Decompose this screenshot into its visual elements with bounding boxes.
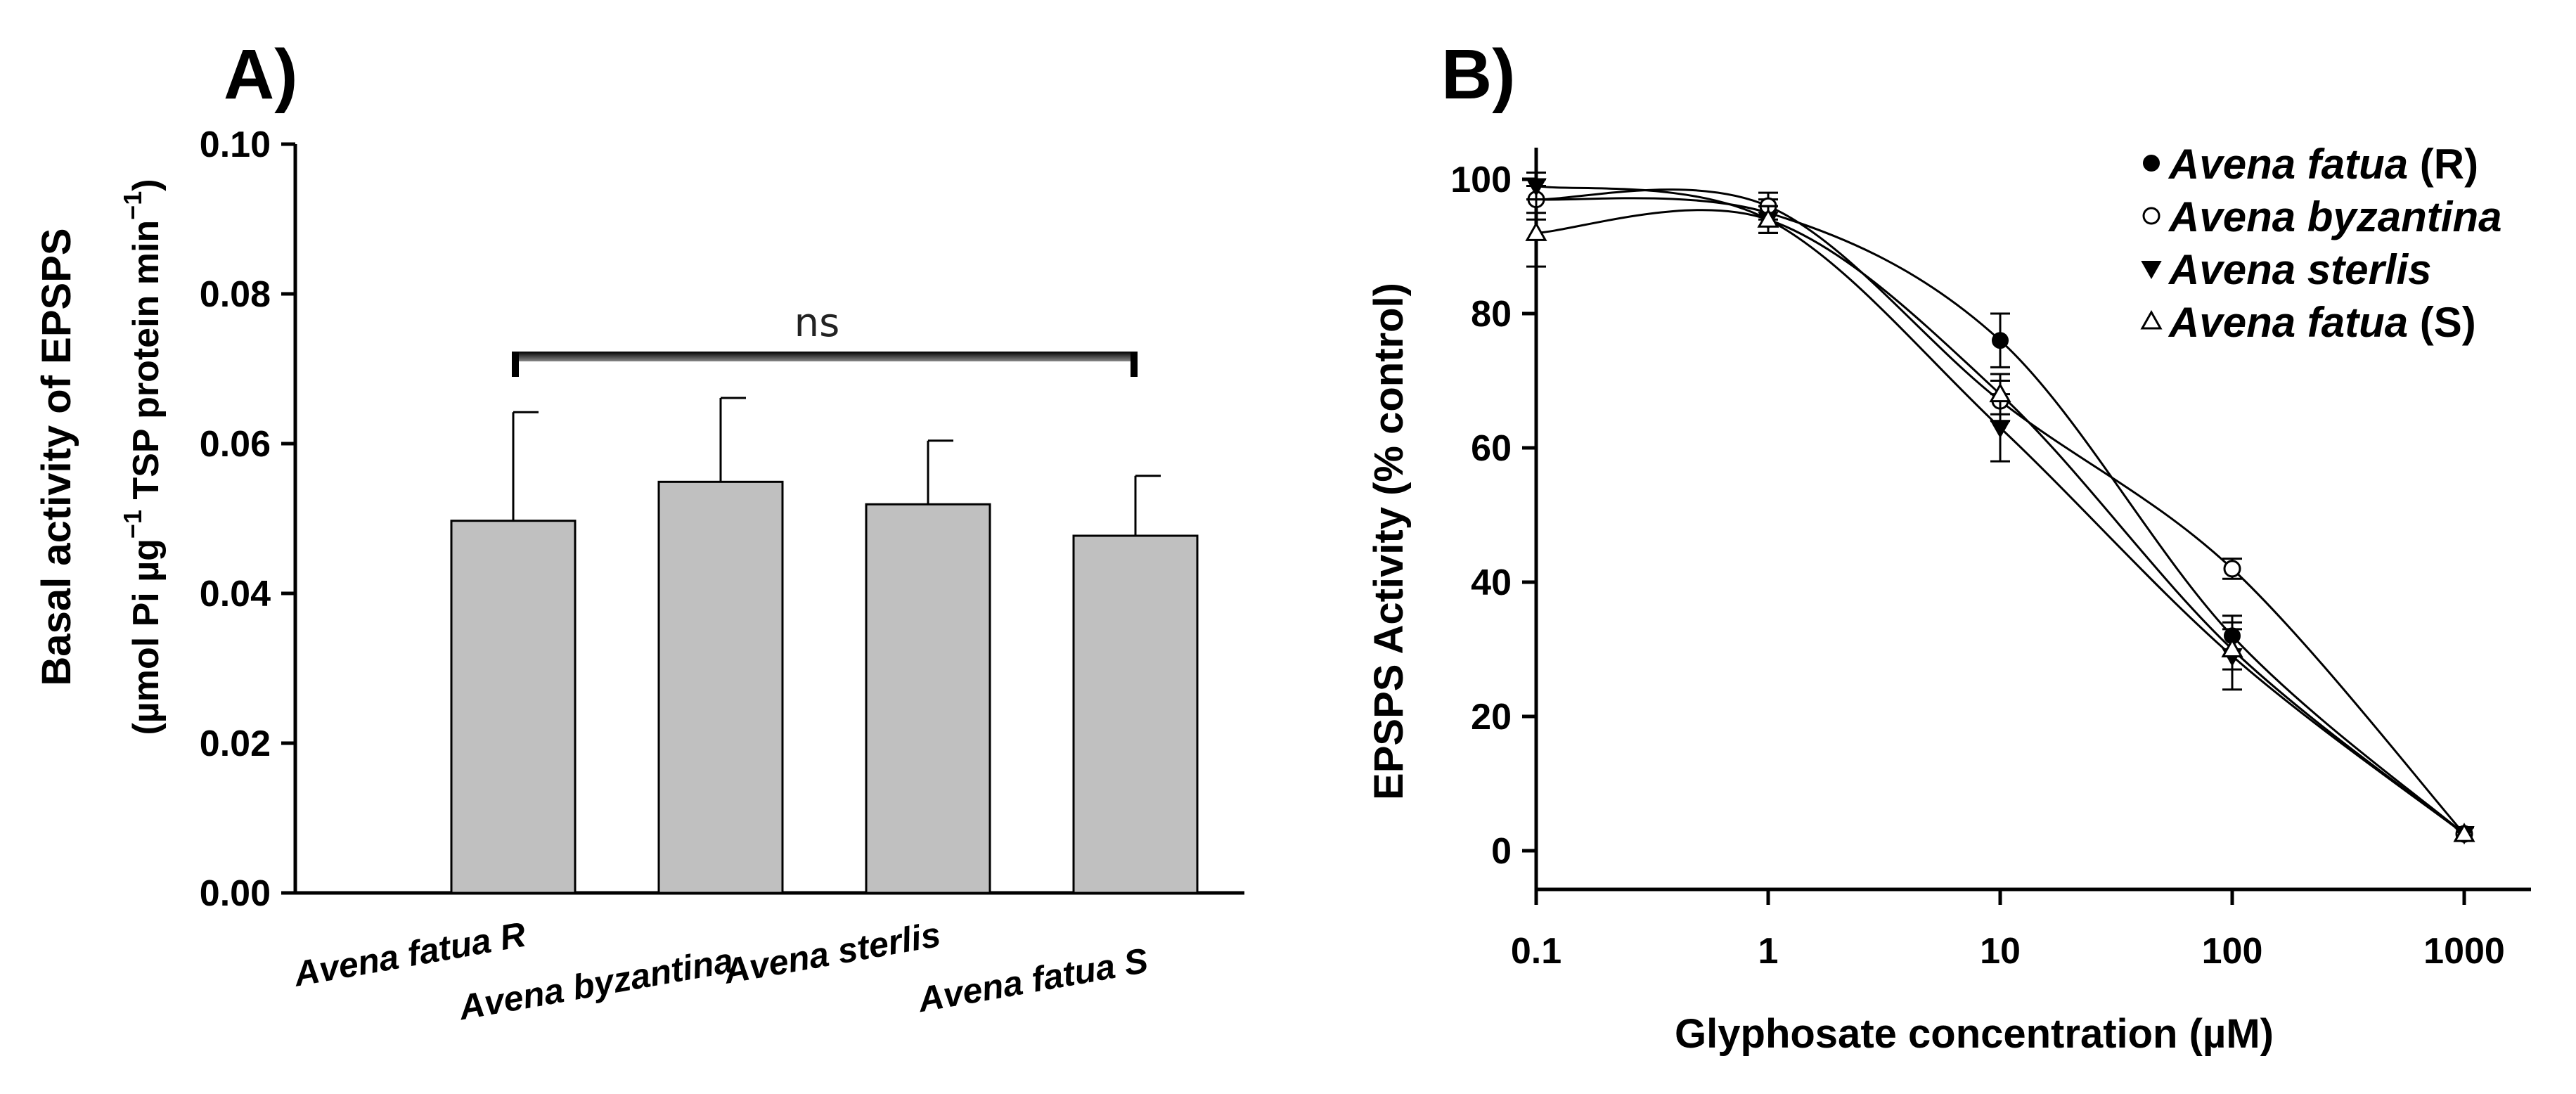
point-series-2: [2223, 560, 2241, 578]
point-series-3: [1990, 420, 2011, 439]
panel-b-label: B): [1441, 35, 1516, 114]
point-series-1: [1992, 332, 2009, 349]
legend-label-series-1: Avena fatua (R): [2168, 141, 2478, 188]
panel-b-points: [1525, 171, 2475, 845]
point-series-4: [1989, 382, 2011, 403]
panel-b-ylabel: EPSPS Activity (% control): [1366, 283, 1412, 800]
category-label: Avena fatua S: [914, 941, 1151, 1020]
legend-label-series-2: Avena byzantina: [2168, 193, 2501, 240]
category-label: Avena sterlis: [720, 915, 944, 992]
panel-b-x-tick-label: 1000: [2423, 931, 2505, 972]
panel-b-x-tick-label: 1: [1758, 931, 1779, 972]
legend-label-series-4: Avena fatua (S): [2168, 299, 2476, 346]
panel-b-xlabel: Glyphosate concentration (µM): [1675, 1011, 2274, 1057]
panel-a-y-tick-label: 0.00: [200, 873, 271, 914]
panel-b-legend: Avena fatua (R) Avena byzantina Avena ster…: [2140, 141, 2501, 346]
panel-b-y-ticks: 0 20 40 60 80 100: [1450, 160, 1536, 872]
point-series-4: [2221, 638, 2243, 657]
legend-population-suffix: (R): [2408, 141, 2478, 188]
point-series-4: [2453, 823, 2475, 842]
panel-a-label: A): [224, 35, 298, 114]
panel-b-y-tick-label: 0: [1491, 831, 1512, 872]
panel-b-x-tick-label: 0.1: [1511, 931, 1561, 972]
legend-species-name: Avena sterlis: [2168, 246, 2432, 293]
panel-b-x-tick-label: 10: [1980, 931, 2021, 972]
panel-a-y-tick-label: 0.06: [200, 424, 271, 465]
fit-curve-series-2: [1535, 188, 2466, 835]
legend-marker-series-1: [2143, 155, 2160, 172]
panel-a-y-tick-label: 0.08: [200, 274, 271, 315]
legend-species-name: Avena byzantina: [2168, 193, 2501, 240]
panel-a-y-ticks: 0.00 0.02 0.04 0.06 0.08 0.10: [200, 124, 295, 914]
panel-a-ylabel-units: (µmol Pi µg−1 TSP protein min−1): [118, 179, 167, 735]
bar-4: [1072, 534, 1199, 894]
panel-a-bars: [450, 397, 1199, 894]
panel-b-y-tick-label: 100: [1450, 160, 1512, 200]
ns-bracket: [512, 352, 1138, 377]
panel-a-y-tick-label: 0.04: [200, 574, 271, 614]
panel-b-x-ticks: 0.1 1 10 100 1000: [1511, 889, 2505, 972]
panel-a-y-tick-label: 0.02: [200, 723, 271, 764]
bar-1: [450, 520, 577, 894]
ns-label: ns: [794, 300, 840, 346]
point-series-4: [1525, 221, 1547, 241]
panel-b-y-tick-label: 40: [1471, 562, 1512, 603]
legend-species-name: Avena fatua: [2168, 299, 2408, 346]
panel-b-x-tick-label: 100: [2202, 931, 2263, 972]
legend-marker-series-2: [2142, 207, 2160, 225]
fit-curve-series-1: [1535, 197, 2465, 835]
legend-marker-series-3: [2141, 261, 2162, 280]
legend-marker-series-4: [2140, 309, 2163, 330]
panel-a: A) Basal activity of EPSPS (µmol Pi µg−1…: [34, 35, 1244, 1028]
point-series-4: [1757, 208, 1779, 228]
legend-label-series-3: Avena sterlis: [2168, 246, 2432, 293]
legend-species-name: Avena fatua: [2168, 141, 2408, 188]
panel-b-y-tick-label: 80: [1471, 294, 1512, 335]
panel-b: B) EPSPS Activity (% control) Glyphosate…: [1366, 35, 2531, 1057]
fit-curve-series-4: [1535, 209, 2465, 835]
panel-b-y-tick-label: 60: [1471, 428, 1512, 469]
point-series-3: [1526, 178, 1547, 197]
bar-3: [865, 503, 991, 894]
panel-a-ylabel: Basal activity of EPSPS: [34, 228, 79, 686]
bar-2: [657, 480, 784, 894]
legend-population-suffix: (S): [2408, 299, 2476, 346]
panel-a-y-tick-label: 0.10: [200, 124, 271, 165]
panel-b-y-tick-label: 20: [1471, 697, 1512, 738]
